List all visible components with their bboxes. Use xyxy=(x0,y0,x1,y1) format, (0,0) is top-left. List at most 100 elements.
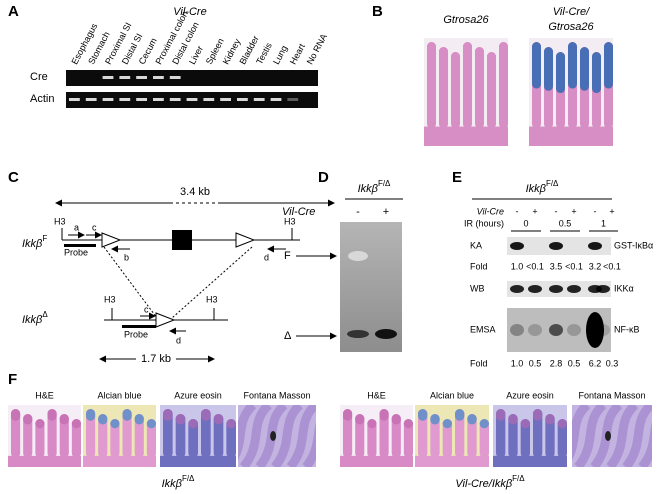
blot-band xyxy=(510,285,524,293)
band xyxy=(119,98,131,101)
probe-label: Probe xyxy=(64,247,88,257)
villus xyxy=(59,414,69,458)
cell xyxy=(270,431,277,441)
villus-tip xyxy=(23,414,33,425)
histology-image xyxy=(493,405,567,467)
villus xyxy=(439,47,448,129)
primer-label: d xyxy=(264,252,269,262)
allele-label: IkkβΔ xyxy=(22,310,48,326)
villus-tip xyxy=(71,419,81,429)
fold-value: 3.5 xyxy=(550,261,563,271)
band-label: Δ xyxy=(284,330,292,342)
blot-band xyxy=(596,324,610,336)
stain-label: Azure eosin xyxy=(506,390,554,400)
histology-image xyxy=(415,405,489,467)
sign: - xyxy=(516,206,519,216)
villus-tip xyxy=(544,47,553,91)
stain-label: Fontana Masson xyxy=(243,390,310,400)
loxp xyxy=(101,232,122,248)
allele-base: Ikkβ xyxy=(526,183,547,195)
band xyxy=(102,98,114,101)
lane-label: No RNA xyxy=(305,32,329,66)
villus xyxy=(98,414,108,458)
villus-tip xyxy=(418,409,428,421)
villus xyxy=(201,409,211,458)
primer-label: a xyxy=(74,222,79,232)
villus-tip xyxy=(403,419,413,429)
villus xyxy=(71,419,81,458)
histology-image xyxy=(572,405,652,467)
villus xyxy=(442,419,452,458)
blot-band xyxy=(528,285,542,293)
ir-label: 0.5 xyxy=(559,218,572,228)
lane-label: Liver xyxy=(187,44,205,66)
blot-label: WB xyxy=(470,283,485,293)
villus xyxy=(487,52,496,129)
band xyxy=(375,329,397,339)
villus xyxy=(545,414,555,458)
band xyxy=(169,98,181,101)
panel-label: E xyxy=(452,169,462,186)
allele-label: IkkβF/Δ xyxy=(526,179,559,195)
fold-label: Fold xyxy=(470,261,488,271)
villus xyxy=(86,409,96,458)
stain-label: Fontana Masson xyxy=(578,390,645,400)
villus xyxy=(163,409,173,458)
blot-band xyxy=(588,242,602,250)
blot-label: GST-IκBα xyxy=(614,240,653,250)
villus-tip xyxy=(439,47,448,67)
fold-value: <0.1 xyxy=(526,261,544,271)
histology-image xyxy=(424,38,508,146)
blot-label: EMSA xyxy=(470,324,496,334)
site-label: H3 xyxy=(206,294,218,304)
band xyxy=(348,251,368,261)
blot-label: IKKα xyxy=(614,283,634,293)
villus xyxy=(35,419,45,458)
villus-tip xyxy=(545,414,555,425)
villus-tip xyxy=(343,409,353,421)
villus xyxy=(391,414,401,458)
mucosa xyxy=(340,455,413,467)
villus xyxy=(475,47,484,129)
panel-label: F xyxy=(8,371,17,388)
band xyxy=(136,76,147,79)
blot-band xyxy=(510,324,524,336)
villus-tip xyxy=(213,414,224,425)
sign: - xyxy=(594,206,597,216)
band xyxy=(119,76,131,79)
site-label: H3 xyxy=(54,216,66,226)
mucosa xyxy=(8,455,81,467)
villus xyxy=(430,414,440,458)
villus-tip xyxy=(427,42,436,64)
sign: + xyxy=(532,206,537,216)
tissue xyxy=(286,405,316,467)
band xyxy=(253,98,265,101)
villus xyxy=(122,409,132,458)
exon xyxy=(172,230,192,250)
villus-tip xyxy=(520,419,530,429)
mucosa xyxy=(160,455,236,467)
villus xyxy=(418,409,428,458)
villus-tip xyxy=(226,419,236,429)
primer-label: c xyxy=(144,304,149,314)
allele-base: Ikkβ xyxy=(22,314,43,326)
villus xyxy=(226,419,236,458)
allele-sup: Δ xyxy=(42,310,48,319)
loxp xyxy=(155,312,176,328)
villus-tip xyxy=(134,414,144,425)
villus-tip xyxy=(175,414,186,425)
allele-label: Vil-Cre/IkkβF/Δ xyxy=(455,474,525,490)
villus-tip xyxy=(59,414,69,425)
band xyxy=(347,330,369,338)
mucosa xyxy=(415,455,489,467)
blot-band xyxy=(549,324,563,336)
villus-tip xyxy=(451,52,460,71)
villus xyxy=(508,414,518,458)
villus xyxy=(146,419,156,458)
band xyxy=(153,76,164,79)
histology-image xyxy=(8,405,81,467)
site-label: H3 xyxy=(104,294,116,304)
villus xyxy=(110,419,120,458)
